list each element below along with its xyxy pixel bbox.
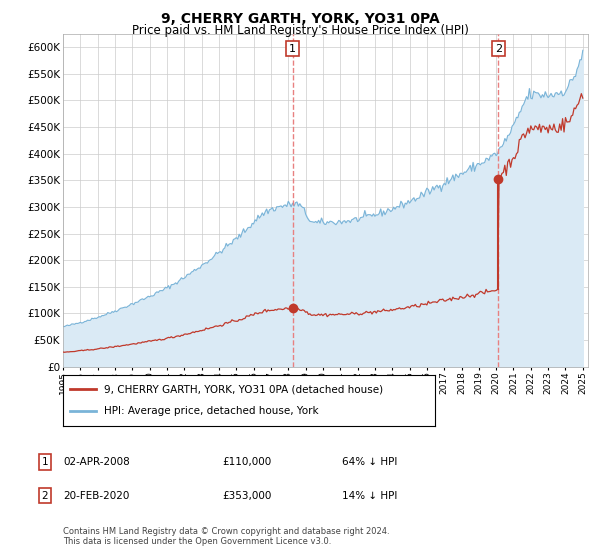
Text: 2: 2 xyxy=(41,491,49,501)
Text: 20-FEB-2020: 20-FEB-2020 xyxy=(63,491,130,501)
Text: £353,000: £353,000 xyxy=(222,491,271,501)
Text: 02-APR-2008: 02-APR-2008 xyxy=(63,457,130,467)
Text: £110,000: £110,000 xyxy=(222,457,271,467)
Text: Contains HM Land Registry data © Crown copyright and database right 2024.
This d: Contains HM Land Registry data © Crown c… xyxy=(63,526,389,546)
Text: Price paid vs. HM Land Registry's House Price Index (HPI): Price paid vs. HM Land Registry's House … xyxy=(131,24,469,36)
Text: 2: 2 xyxy=(495,44,502,54)
Text: 1: 1 xyxy=(289,44,296,54)
Text: 9, CHERRY GARTH, YORK, YO31 0PA: 9, CHERRY GARTH, YORK, YO31 0PA xyxy=(161,12,439,26)
Text: 64% ↓ HPI: 64% ↓ HPI xyxy=(342,457,397,467)
Text: HPI: Average price, detached house, York: HPI: Average price, detached house, York xyxy=(104,407,319,417)
Text: 9, CHERRY GARTH, YORK, YO31 0PA (detached house): 9, CHERRY GARTH, YORK, YO31 0PA (detache… xyxy=(104,384,383,394)
Text: 1: 1 xyxy=(41,457,49,467)
Text: 14% ↓ HPI: 14% ↓ HPI xyxy=(342,491,397,501)
